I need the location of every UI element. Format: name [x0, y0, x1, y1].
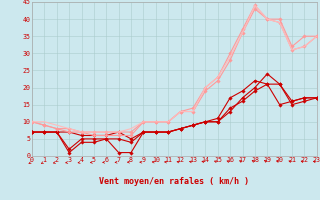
X-axis label: Vent moyen/en rafales ( km/h ): Vent moyen/en rafales ( km/h )	[100, 177, 249, 186]
